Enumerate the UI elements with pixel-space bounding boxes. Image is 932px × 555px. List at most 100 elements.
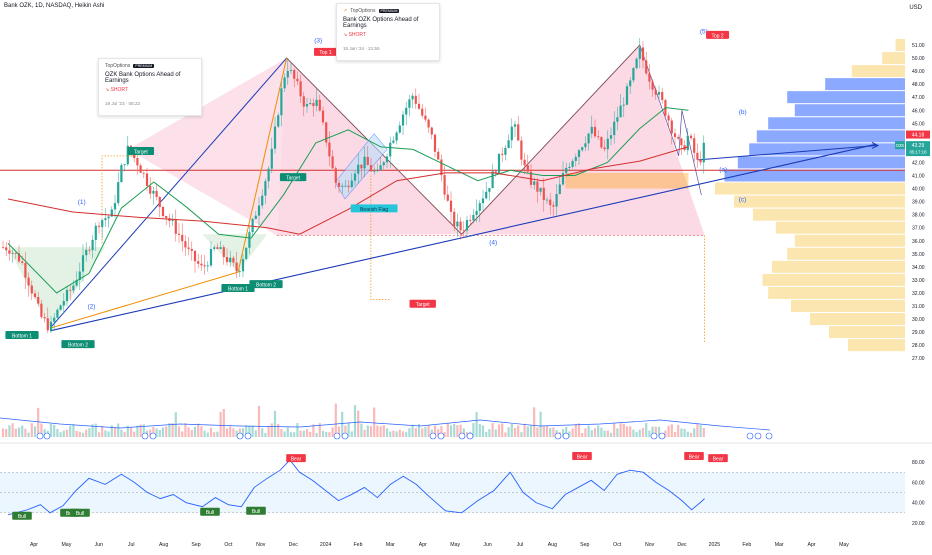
candles-group xyxy=(1,37,705,334)
candle-body xyxy=(584,143,587,148)
volume-bar xyxy=(491,423,494,437)
candle-body xyxy=(427,119,430,128)
idea-date: 19 Jul '23 · 08:22 xyxy=(105,101,141,106)
volume-bar xyxy=(363,429,366,437)
candle-body xyxy=(651,81,654,90)
volume-bar xyxy=(677,424,680,437)
candle-body xyxy=(382,162,385,166)
candle-body xyxy=(293,69,296,79)
volume-bar xyxy=(110,425,113,437)
candle-body xyxy=(1,247,5,249)
bull-tag-bg xyxy=(12,511,32,520)
candle-body xyxy=(373,170,376,172)
target-tag-2: Target xyxy=(286,176,301,182)
volume-bar xyxy=(331,427,334,437)
candle-body xyxy=(613,121,616,136)
candle-body xyxy=(504,148,507,155)
earnings-marker-icon xyxy=(43,432,51,440)
volume-bar xyxy=(56,428,59,437)
candle-body xyxy=(581,147,584,151)
earnings-marker-icon xyxy=(765,432,773,440)
price-tick-label: 28.00 xyxy=(912,343,925,349)
idea-card-1[interactable]: TopOptions PREMIUM OZK Bank Options Ahea… xyxy=(98,58,202,116)
idea-card-2[interactable]: ↗ TopOptions PREMIUM Bank OZK Options Ah… xyxy=(336,3,440,61)
volume-bar xyxy=(622,423,625,437)
candle-body xyxy=(440,159,443,176)
bear-tag-bg xyxy=(286,454,306,463)
currency-label: USD xyxy=(909,5,922,11)
candle-body xyxy=(152,190,155,194)
volume-bar xyxy=(360,423,363,437)
volume-bar xyxy=(385,428,389,437)
volume-bar xyxy=(59,432,62,437)
bear-tag-bg xyxy=(572,452,592,461)
volume-profile-bar xyxy=(715,182,905,195)
price-tick-label: 27.00 xyxy=(912,356,925,362)
target-tag-2-bg xyxy=(279,173,307,182)
volume-bar xyxy=(181,431,184,437)
candle-body xyxy=(174,220,177,234)
time-tick-label: Oct xyxy=(224,542,233,548)
candle-body xyxy=(149,185,152,194)
candle-body xyxy=(232,257,235,263)
volume-bar xyxy=(584,428,587,437)
bull-tag: Bull xyxy=(252,509,260,515)
volume-bar xyxy=(699,425,702,437)
volume-bar xyxy=(117,423,120,437)
candle-body xyxy=(305,104,309,107)
candle-body xyxy=(491,171,494,189)
candle-body xyxy=(235,262,238,272)
volume-bar xyxy=(549,428,552,437)
candle-body xyxy=(229,257,232,263)
time-tick-label: Jun xyxy=(483,542,491,548)
candle-body xyxy=(21,261,24,263)
rsi-tick-label: 60.00 xyxy=(912,480,925,486)
volume-bar xyxy=(565,426,568,437)
bottom2-tag-bg xyxy=(61,340,95,349)
volume-bar xyxy=(296,423,299,437)
volume-bar xyxy=(648,430,651,437)
candle-body xyxy=(85,249,88,256)
candle-body xyxy=(24,262,27,278)
volume-bar xyxy=(536,427,539,437)
candle-body xyxy=(597,136,600,138)
earnings-marker-icon xyxy=(341,432,349,440)
candle-body xyxy=(661,92,664,101)
idea-date: 15 Jan '24 · 21:55 xyxy=(343,46,380,51)
volume-bar xyxy=(552,427,555,437)
candle-body xyxy=(177,233,181,235)
candle-body xyxy=(558,184,561,195)
volume-bar xyxy=(411,424,414,437)
forecast-arrow-line xyxy=(698,144,878,161)
earnings-marker-icon xyxy=(244,432,252,440)
volume-profile-bar xyxy=(768,286,905,299)
volume-bar xyxy=(213,432,216,437)
time-tick-label: 2025 xyxy=(709,542,721,548)
volume-bar xyxy=(264,432,267,437)
candle-body xyxy=(277,115,280,127)
volume-bar xyxy=(337,426,341,437)
candle-body xyxy=(120,165,123,183)
volume-bar xyxy=(216,431,219,437)
time-tick-label: Apr xyxy=(419,542,427,548)
volume-bar xyxy=(443,432,446,437)
candle-body xyxy=(155,190,158,197)
candle-body xyxy=(97,225,101,227)
candle-body xyxy=(571,160,574,167)
volume-bar xyxy=(69,425,72,437)
volume-bar xyxy=(325,431,328,437)
volume-bar xyxy=(152,426,155,437)
candle-body xyxy=(264,181,267,196)
short-arrow-icon: ↘ xyxy=(343,32,349,38)
candle-body xyxy=(635,58,638,69)
bull-tag-bg xyxy=(246,506,266,515)
volume-bar xyxy=(37,407,40,437)
volume-bar xyxy=(49,424,53,437)
price-tick-label: 51.00 xyxy=(912,43,925,49)
bottom2b-tag: Bottom 2 xyxy=(256,283,276,289)
volume-bar xyxy=(369,426,373,437)
candle-body xyxy=(193,250,197,262)
top2-tag-bg xyxy=(706,30,730,39)
candle-body xyxy=(59,305,62,310)
